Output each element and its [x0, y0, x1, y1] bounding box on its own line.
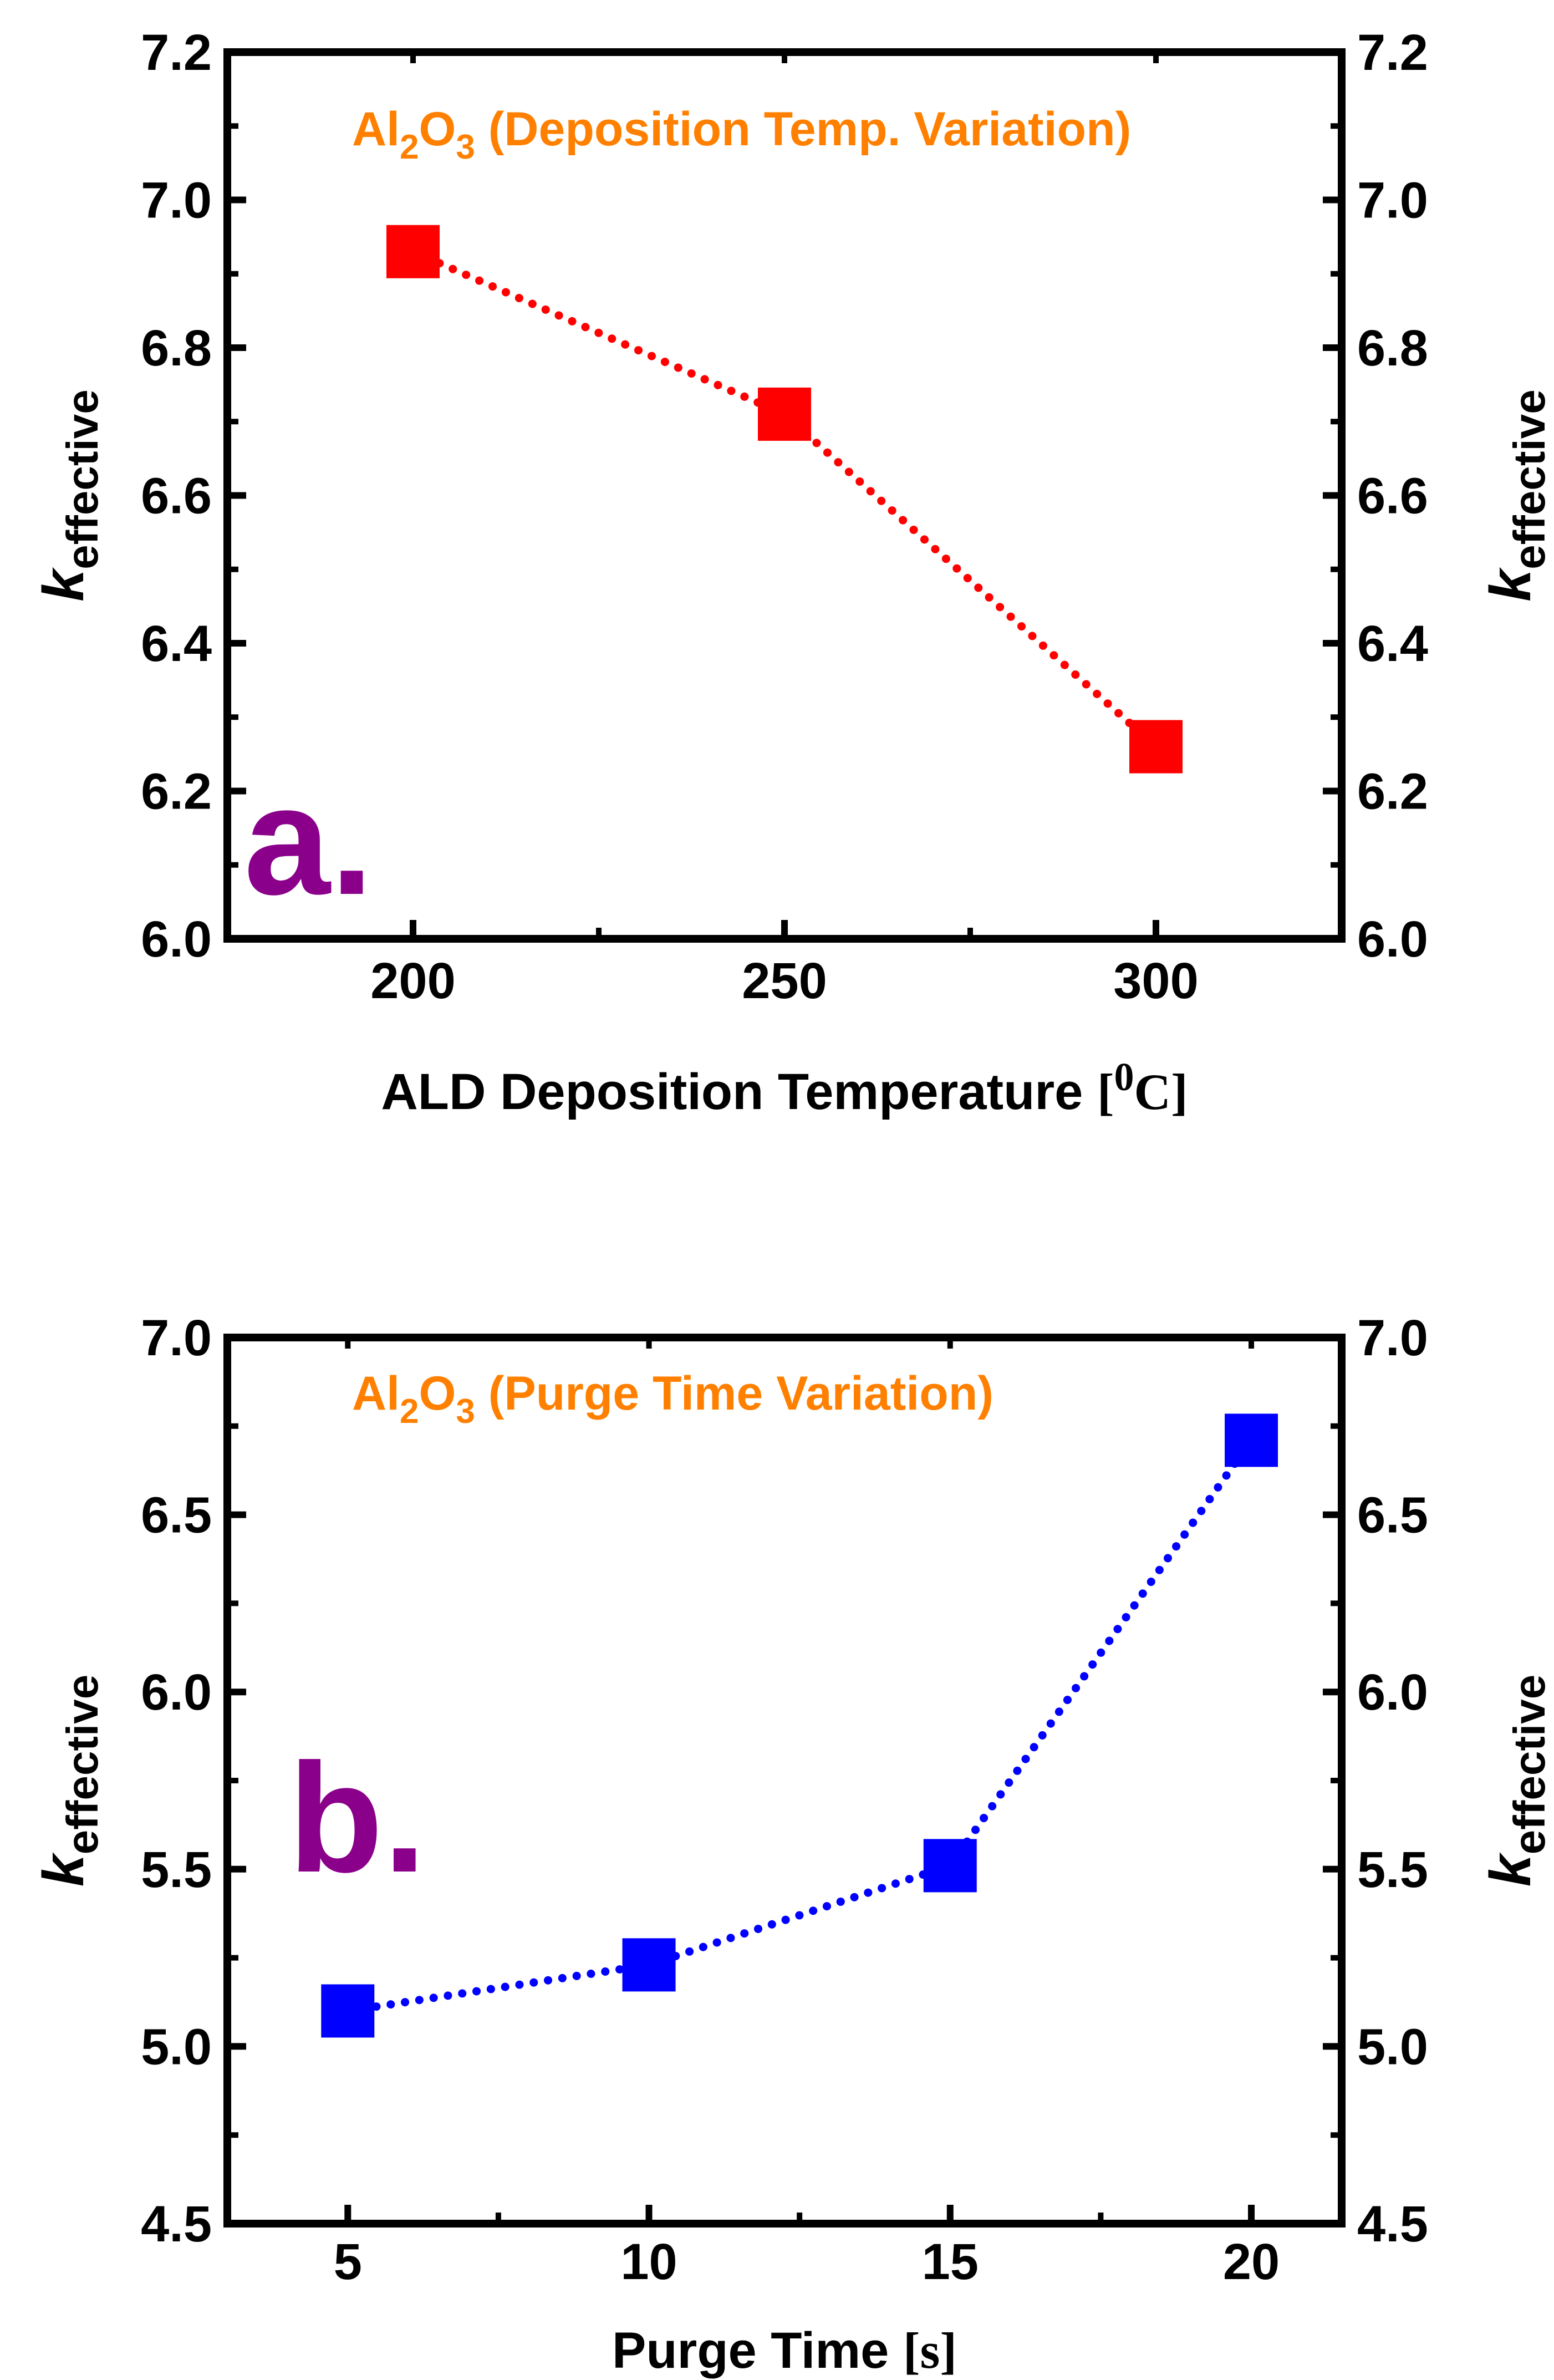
data-point	[923, 1839, 977, 1893]
y-tick-label-left: 6.0	[141, 911, 212, 968]
y-tick-label-left: 5.5	[141, 1842, 212, 1898]
y-tick-label-right: 6.0	[1357, 1664, 1428, 1721]
y-axis-title-k: k	[1479, 567, 1543, 602]
title-text: Al	[352, 103, 400, 156]
chart-title: Al2O3 (Deposition Temp. Variation)	[352, 103, 1131, 166]
y-tick-label-left: 6.0	[141, 1664, 212, 1721]
x-axis-unit-superscript: 0	[1114, 1055, 1134, 1099]
title-text: O	[419, 1367, 456, 1420]
y-axis-title-subscript: effective	[1505, 389, 1554, 569]
y-tick-label-left: 6.2	[141, 764, 212, 820]
x-axis-unit: s	[920, 2322, 940, 2379]
y-axis-title-subscript: effective	[58, 1675, 107, 1855]
series-line	[343, 1436, 1256, 2015]
chart-panel-a: 6.0 6.0 6.2 6.2 6.4 6.4 6.6 6.6 6.8 6.8 7.0 7.0 7.2 7…	[32, 24, 1554, 1120]
title-subscript: 3	[456, 128, 475, 166]
y-tick-label-left: 7.0	[141, 1310, 212, 1366]
x-axis-unit: C	[1134, 1064, 1171, 1120]
series-line	[409, 247, 1160, 751]
y-tick-label-left: 6.5	[141, 1487, 212, 1544]
y-tick-label-left: 7.2	[141, 24, 212, 81]
y-axis-title-subscript: effective	[1505, 1675, 1554, 1855]
y-tick-label-right: 6.2	[1357, 764, 1428, 820]
title-text: Al	[352, 1367, 400, 1420]
x-tick-label: 15	[922, 2234, 979, 2290]
x-axis-title-text: ALD Deposition Temperature	[381, 1064, 1097, 1120]
y-axis-title-left: keffective	[32, 1675, 107, 1886]
x-axis-unit-bracket: ]	[940, 2322, 957, 2379]
panel-label: a.	[244, 754, 374, 927]
x-axis-title: ALD Deposition Temperature [0C]	[381, 1055, 1188, 1120]
title-text: (Deposition Temp. Variation)	[475, 103, 1131, 156]
x-tick-label: 250	[742, 953, 827, 1009]
x-tick-label: 300	[1113, 953, 1199, 1009]
panel-label: b.	[288, 1732, 426, 1905]
y-tick-label-left: 6.8	[141, 320, 212, 377]
y-tick-label-right: 5.5	[1357, 1842, 1428, 1898]
data-point	[758, 387, 811, 441]
title-subscript: 2	[400, 128, 419, 166]
x-tick-label: 200	[370, 953, 456, 1009]
title-text: (Purge Time Variation)	[475, 1367, 993, 1420]
plot-frame	[223, 48, 1346, 943]
chart-panel-b: 4.5 4.5 5.0 5.0 5.5 5.5 6.0 6.0 6.5 6.5 7.0 7.0 5 10 1…	[32, 1310, 1554, 2379]
y-tick-label-left: 6.6	[141, 468, 212, 525]
y-axis-title-right: keffective	[1479, 389, 1554, 601]
x-tick-label: 10	[620, 2234, 677, 2290]
y-axis-title-k: k	[32, 567, 96, 602]
x-tick-label: 5	[334, 2234, 362, 2290]
y-axis-title-k: k	[1479, 1852, 1543, 1886]
x-axis-unit-bracket: ]	[1171, 1064, 1188, 1120]
y-tick-label-right: 4.5	[1357, 2196, 1428, 2252]
y-tick-label-left: 5.0	[141, 2018, 212, 2075]
y-tick-label-right: 7.2	[1357, 24, 1428, 81]
y-tick-label-left: 6.4	[141, 616, 212, 672]
data-point	[321, 1984, 375, 2038]
y-tick-label-right: 6.0	[1357, 911, 1428, 968]
y-tick-label-right: 7.0	[1357, 172, 1428, 229]
y-tick-label-right: 7.0	[1357, 1310, 1428, 1366]
title-text: O	[419, 103, 456, 156]
y-axis-title-left: keffective	[32, 389, 107, 601]
title-subscript: 3	[456, 1392, 475, 1431]
y-axis-title-k: k	[32, 1852, 96, 1886]
data-point	[1129, 720, 1183, 774]
data-point	[1225, 1413, 1278, 1467]
y-tick-label-left: 7.0	[141, 172, 212, 229]
y-tick-label-right: 6.6	[1357, 468, 1428, 525]
y-axis-title-right: keffective	[1479, 1675, 1554, 1886]
data-point	[622, 1938, 676, 1992]
x-axis-title-text: Purge Time	[612, 2322, 903, 2379]
x-axis-unit-bracket: [	[903, 2322, 920, 2379]
x-axis-title: Purge Time [s]	[612, 2322, 957, 2379]
x-tick-label: 20	[1223, 2234, 1280, 2290]
y-tick-label-right: 6.5	[1357, 1487, 1428, 1544]
y-tick-label-left: 4.5	[141, 2196, 212, 2252]
x-axis-unit-bracket: [	[1097, 1064, 1114, 1120]
y-tick-label-right: 6.8	[1357, 320, 1428, 377]
chart-title: Al2O3 (Purge Time Variation)	[352, 1367, 993, 1431]
data-point	[386, 225, 440, 278]
title-subscript: 2	[400, 1392, 419, 1431]
y-axis-title-subscript: effective	[58, 389, 107, 569]
y-tick-label-right: 5.0	[1357, 2018, 1428, 2075]
y-tick-label-right: 6.4	[1357, 616, 1428, 672]
